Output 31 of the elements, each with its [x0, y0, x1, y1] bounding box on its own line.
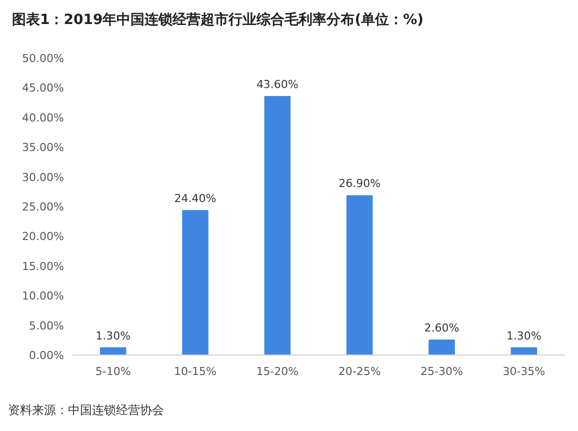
- data-label: 24.40%: [174, 192, 216, 206]
- bar: [264, 96, 291, 355]
- y-tick-label: 10.00%: [22, 290, 64, 303]
- y-tick-label: 40.00%: [22, 111, 64, 124]
- data-label: 2.60%: [424, 322, 460, 335]
- y-tick-label: 20.00%: [22, 230, 64, 244]
- data-label: 1.30%: [506, 329, 542, 342]
- text: 资料来源：中国连锁经营协会: [8, 403, 164, 417]
- y-tick-label: 5.00%: [29, 319, 64, 332]
- y-tick-label: 30.00%: [22, 170, 64, 184]
- data-label: 1.30%: [96, 329, 131, 342]
- bar: [428, 340, 455, 355]
- data-label: 26.90%: [338, 177, 381, 190]
- bar: [182, 210, 208, 355]
- data-label: 43.60%: [256, 78, 298, 92]
- bar: [346, 195, 373, 355]
- y-tick-label: 35.00%: [22, 141, 64, 154]
- bar: [100, 347, 126, 355]
- x-tick-label: 25-30%: [420, 365, 463, 378]
- chart-title: 图表1：2019年中国连锁经营超市行业综合毛利率分布(单位：%): [12, 11, 424, 28]
- x-tick-label: 15-20%: [256, 365, 299, 378]
- x-tick-label: 5-10%: [95, 365, 131, 378]
- x-tick-label: 30-35%: [502, 365, 546, 378]
- y-tick-label: 0.00%: [29, 349, 64, 362]
- y-tick-label: 15.00%: [22, 260, 64, 273]
- x-tick-label: 10-15%: [174, 365, 216, 378]
- bar: [510, 347, 538, 355]
- y-tick-label: 25.00%: [22, 200, 64, 214]
- x-tick-label: 20-25%: [338, 365, 381, 378]
- y-tick-label: 45.00%: [22, 82, 64, 95]
- y-tick-label: 50.00%: [22, 52, 64, 65]
